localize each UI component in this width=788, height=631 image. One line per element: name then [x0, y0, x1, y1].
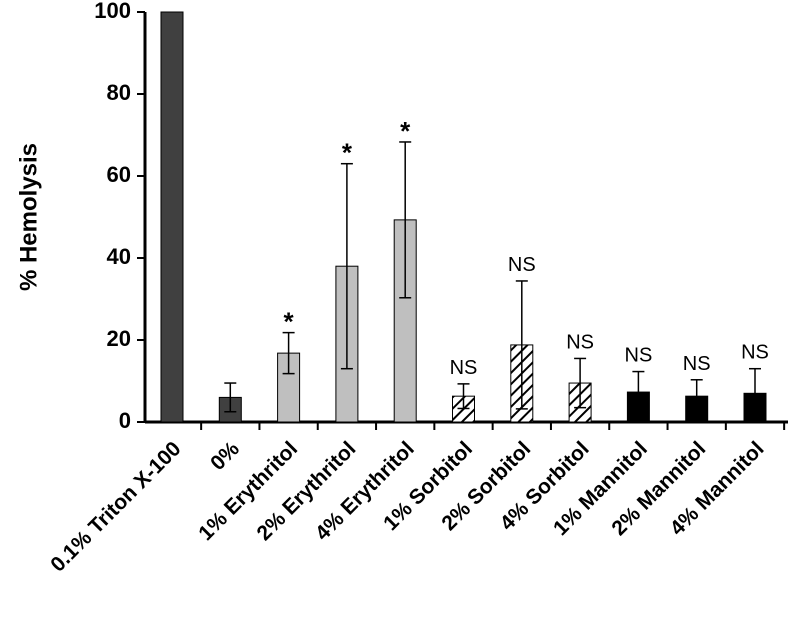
annotation: NS	[741, 342, 769, 364]
annotation: NS	[508, 254, 536, 276]
y-tick-label: 80	[107, 80, 131, 105]
y-tick-label: 20	[107, 326, 131, 351]
annotation: NS	[683, 353, 711, 375]
x-tick-label: 0.1% Triton X-100	[46, 437, 185, 576]
error-bar	[282, 331, 295, 375]
y-tick-label: 40	[107, 244, 131, 269]
y-tick-label: 60	[107, 162, 131, 187]
error-bar	[340, 162, 353, 370]
y-tick-label: 100	[94, 0, 131, 23]
y-axis-label: % Hemolysis	[15, 143, 42, 291]
error-bar	[515, 280, 528, 410]
error-bar	[574, 357, 587, 409]
annotation: *	[284, 307, 295, 337]
error-bar	[749, 367, 761, 419]
annotation: NS	[625, 345, 653, 367]
error-bar	[224, 382, 237, 413]
annotation: *	[400, 116, 411, 146]
annotation: NS	[450, 357, 478, 379]
x-tick-label: 0%	[206, 437, 244, 475]
error-bar	[632, 370, 645, 414]
annotation: NS	[566, 331, 594, 353]
annotation: *	[342, 138, 353, 168]
y-tick-label: 0	[119, 408, 131, 433]
bar	[160, 11, 184, 423]
error-bar	[457, 383, 470, 410]
error-bar	[399, 141, 412, 299]
error-bar	[690, 379, 703, 414]
